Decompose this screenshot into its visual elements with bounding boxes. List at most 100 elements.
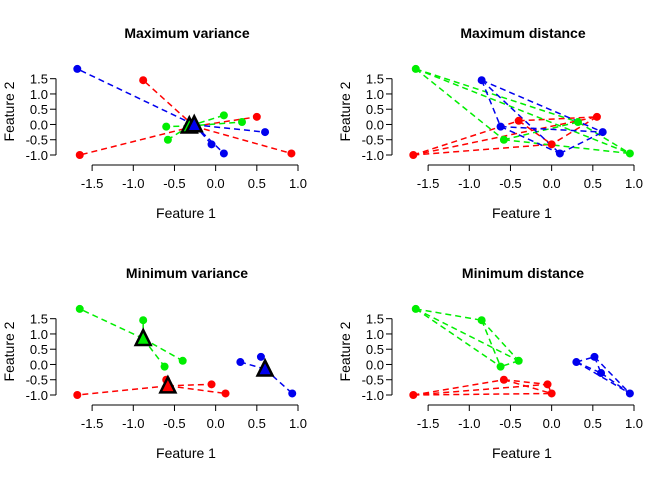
y-tick-label: 1.5 bbox=[30, 312, 48, 327]
centroid-red bbox=[158, 374, 178, 394]
x-tick-label: 0.5 bbox=[248, 176, 266, 191]
x-tick-label: 1.0 bbox=[289, 176, 307, 191]
x-tick-label: 0.5 bbox=[584, 416, 602, 431]
panel-title: Minimum variance bbox=[126, 265, 248, 281]
y-axis-label: Feature 2 bbox=[1, 81, 17, 141]
x-tick-label: -1.5 bbox=[417, 416, 439, 431]
connector-blue bbox=[481, 79, 561, 155]
point-green bbox=[238, 118, 246, 127]
y-tick-label: 0.0 bbox=[366, 357, 384, 372]
x-tick-label: 0.5 bbox=[248, 416, 266, 431]
connector-green bbox=[503, 121, 579, 141]
connector-blue bbox=[593, 356, 631, 394]
y-tick-label: 1.0 bbox=[30, 87, 48, 102]
point-blue bbox=[219, 149, 228, 158]
panel-3: Minimum variance-1.5 -1.0 -0.5 0.0 0.5 1.01.5… bbox=[1, 265, 307, 461]
connector-red bbox=[503, 379, 552, 395]
connector-red bbox=[413, 116, 598, 156]
point-blue bbox=[572, 358, 581, 367]
point-green bbox=[139, 316, 148, 325]
x-tick-label: -1.5 bbox=[81, 176, 103, 191]
connector-red bbox=[142, 79, 195, 127]
connector-green bbox=[79, 308, 144, 340]
point-red bbox=[547, 389, 556, 398]
y-tick-label: -1.0 bbox=[362, 388, 384, 403]
connector-green bbox=[189, 114, 225, 127]
point-blue bbox=[477, 76, 486, 85]
point-red bbox=[287, 149, 296, 158]
connector-red bbox=[518, 116, 597, 122]
connector-red bbox=[167, 383, 212, 387]
point-green bbox=[625, 149, 634, 158]
connector-blue bbox=[76, 68, 195, 126]
y-tick-label: 0.5 bbox=[366, 102, 384, 117]
point-blue bbox=[256, 352, 265, 361]
x-tick-label: 0.5 bbox=[584, 176, 602, 191]
point-green bbox=[178, 356, 187, 365]
panel-title: Minimum distance bbox=[462, 265, 584, 281]
panel-title: Maximum distance bbox=[460, 25, 585, 41]
x-tick-label: 1.0 bbox=[625, 416, 643, 431]
x-axis-label: Feature 1 bbox=[156, 445, 216, 461]
centroid-green bbox=[133, 327, 153, 347]
connector-red bbox=[79, 125, 195, 156]
point-red bbox=[252, 112, 261, 121]
connector-red bbox=[413, 378, 505, 396]
y-tick-label: -1.0 bbox=[26, 148, 48, 163]
y-tick-label: -1.0 bbox=[26, 388, 48, 403]
point-red bbox=[75, 151, 84, 159]
connector-red bbox=[503, 378, 548, 386]
point-red bbox=[139, 76, 148, 85]
centroid-blue bbox=[184, 113, 204, 133]
point-red bbox=[514, 116, 523, 125]
point-red bbox=[543, 380, 552, 389]
y-tick-label: -0.5 bbox=[26, 373, 48, 388]
connector-red bbox=[551, 116, 598, 145]
point-green bbox=[75, 304, 84, 313]
point-green bbox=[411, 304, 420, 313]
point-red bbox=[547, 140, 556, 149]
y-axis-label: Feature 2 bbox=[337, 81, 353, 141]
x-tick-label: -0.5 bbox=[163, 416, 185, 431]
panel-title: Maximum variance bbox=[124, 25, 249, 41]
connector-green bbox=[415, 68, 505, 141]
x-axis-label: Feature 1 bbox=[492, 445, 552, 461]
y-tick-label: 1.5 bbox=[366, 72, 384, 87]
x-tick-label: 0.0 bbox=[543, 176, 561, 191]
y-axis-label: Feature 2 bbox=[337, 321, 353, 381]
point-blue bbox=[261, 128, 270, 137]
point-blue bbox=[598, 128, 607, 137]
point-green bbox=[496, 362, 505, 371]
point-blue bbox=[496, 122, 505, 131]
connector-blue bbox=[194, 124, 266, 133]
y-tick-label: 0.0 bbox=[366, 117, 384, 132]
point-blue bbox=[236, 358, 245, 367]
x-tick-label: 0.0 bbox=[207, 416, 225, 431]
y-tick-label: 1.0 bbox=[30, 327, 48, 342]
point-green bbox=[499, 135, 508, 144]
point-red bbox=[409, 391, 418, 399]
point-blue bbox=[288, 389, 297, 398]
x-tick-label: -0.5 bbox=[499, 416, 521, 431]
y-tick-label: 0.5 bbox=[30, 102, 48, 117]
point-blue bbox=[590, 352, 599, 361]
point-blue bbox=[625, 389, 634, 398]
x-tick-label: -1.5 bbox=[81, 416, 103, 431]
connector-red bbox=[77, 385, 168, 396]
x-tick-label: 1.0 bbox=[289, 416, 307, 431]
x-tick-label: -1.0 bbox=[122, 416, 144, 431]
connector-green bbox=[142, 337, 184, 362]
point-blue bbox=[207, 140, 216, 149]
y-tick-label: 0.5 bbox=[366, 342, 384, 357]
point-red bbox=[221, 389, 230, 398]
connector-red bbox=[413, 143, 552, 156]
point-red bbox=[592, 112, 601, 121]
point-green bbox=[219, 111, 228, 120]
point-green bbox=[514, 356, 523, 365]
x-tick-label: -1.0 bbox=[458, 416, 480, 431]
connector-blue bbox=[264, 368, 293, 395]
connector-red bbox=[413, 392, 552, 396]
connector-blue bbox=[575, 361, 631, 395]
connector-red bbox=[194, 125, 292, 155]
x-tick-label: -1.0 bbox=[458, 176, 480, 191]
